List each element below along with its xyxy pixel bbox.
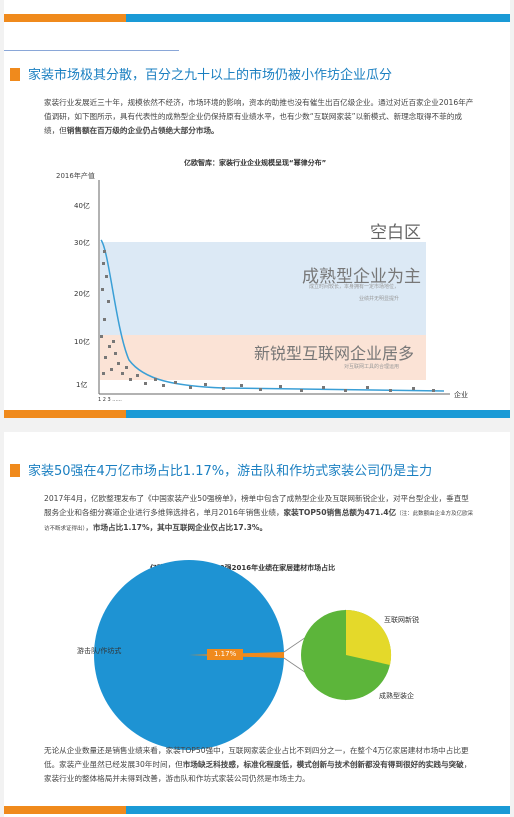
scatter-points bbox=[100, 250, 435, 392]
zone-note: 成立时间较长，本身拥有一定市场地位， bbox=[309, 284, 400, 290]
y-tick: 10亿 bbox=[74, 338, 90, 346]
pie-detail-slice bbox=[346, 609, 392, 665]
zone-label: 空白区 bbox=[370, 223, 421, 243]
zone-label: 成熟型企业为主 bbox=[302, 267, 421, 287]
text: ，家装行业的整体格局并未得到改善，游击队和作坊式家装公司仍然是市场主力。 bbox=[44, 760, 472, 783]
zone-internet bbox=[100, 335, 426, 380]
paragraph: 家装行业发展近三十年，规模依然不经济，市场环境的影响，资本的助推也没有催生出百亿… bbox=[44, 96, 474, 138]
bold-text: 家装TOP50销售总额为471.4亿 bbox=[283, 508, 397, 517]
trend-curve bbox=[100, 239, 445, 392]
y-axis-label: 2016年产值 bbox=[56, 172, 95, 180]
share-box bbox=[207, 649, 243, 660]
zone-note: 业绩并无明显提升 bbox=[359, 296, 400, 302]
text: 2017年4月，亿欧整理发布了《中国家装产业50强榜单》，榜单中包含了成熟型企业… bbox=[44, 494, 469, 517]
pie-figure bbox=[94, 560, 392, 750]
bold-text: 销售额在百万级的企业仍占领绝大部分市场。 bbox=[66, 126, 219, 135]
panel-1: 家装市场极其分散，百分之九十以上的市场仍被小作坊企业瓜分 家装行业发展近三十年，… bbox=[4, 0, 510, 418]
pie-label: 游击队/作坊式 bbox=[77, 647, 122, 655]
figure-title: 亿欧智库：家装行业企业规模呈现“幂律分布” bbox=[184, 159, 327, 167]
x-axis-label: 企业 bbox=[454, 391, 468, 399]
zone-empty-mature bbox=[100, 242, 426, 335]
note: （注：此数额由企业方及亿欧采访不断求证得出） bbox=[44, 511, 474, 532]
pie-label: 1.17% bbox=[214, 650, 237, 658]
bold-text: 市场缺乏科技感，标准化程度低，模式创新与技术创新都没有得到很好的实践与突破 bbox=[182, 760, 464, 769]
y-tick: 30亿 bbox=[74, 239, 90, 247]
paragraph: 无论从企业数量还是销售业绩来看，家装TOP50强中，互联网家装企业占比不到四分之… bbox=[44, 744, 476, 786]
figure-title: 亿欧智库：家装TOP50强2016年业绩在家居建材市场占比 bbox=[150, 564, 336, 572]
text: ， bbox=[85, 523, 93, 532]
top-stripe bbox=[4, 14, 510, 22]
y-tick: 20亿 bbox=[74, 290, 90, 298]
paragraph: 2017年4月，亿欧整理发布了《中国家装产业50强榜单》，榜单中包含了成熟型企业… bbox=[44, 492, 476, 536]
heading: 家装50强在4万亿市场占比1.17%，游击队和作坊式家装公司仍是主力 bbox=[10, 460, 432, 479]
bottom-stripe bbox=[4, 806, 510, 814]
x-ticks: 1 2 3 ...... bbox=[98, 397, 122, 403]
bold-text: ，其中互联网企业仅占比17.3%。 bbox=[149, 523, 268, 532]
heading: 家装市场极其分散，百分之九十以上的市场仍被小作坊企业瓜分 bbox=[10, 64, 392, 83]
y-tick: 1亿 bbox=[76, 381, 88, 389]
pie-label: 互联网新锐 bbox=[384, 616, 419, 624]
zone-note: 对互联网工具的合理运用 bbox=[344, 364, 400, 370]
bottom-stripe bbox=[4, 410, 510, 418]
zone-label: 新锐型互联网企业居多 bbox=[254, 344, 415, 363]
text: 无论从企业数量还是销售业绩来看，家装TOP50强中，互联网家装企业占比不到四分之… bbox=[44, 746, 469, 769]
pie-label: 成熟型装企 bbox=[379, 692, 414, 700]
y-tick: 40亿 bbox=[74, 202, 90, 210]
text: 家装行业发展近三十年，规模依然不经济，市场环境的影响，资本的助推也没有催生出百亿… bbox=[44, 98, 474, 135]
rule bbox=[4, 50, 179, 51]
power-law-figure bbox=[98, 180, 450, 395]
panel-2: 家装50强在4万亿市场占比1.17%，游击队和作坊式家装公司仍是主力 2017年… bbox=[4, 432, 510, 817]
bold-text: 市场占比1.17% bbox=[92, 523, 150, 532]
